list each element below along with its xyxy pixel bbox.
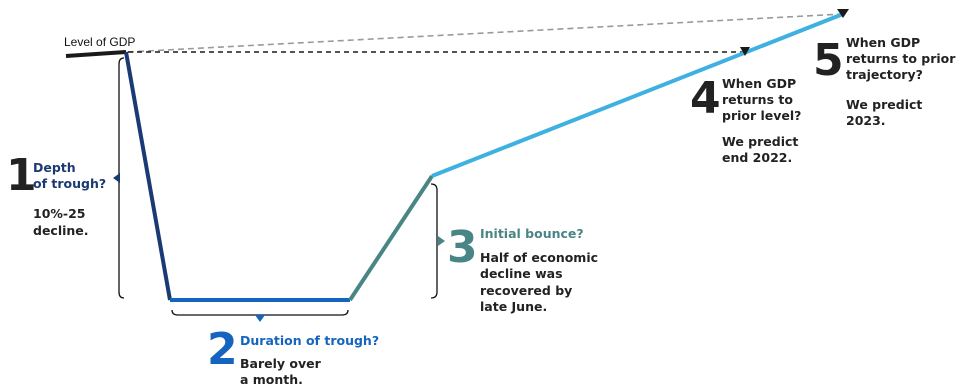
callout-bounce: 3 Initial bounce? Half of economic decli… — [447, 222, 598, 314]
callout-question-line: Initial bounce? — [480, 226, 584, 241]
callout-question-line: returns to prior — [846, 51, 956, 66]
recovery-segment — [431, 12, 844, 178]
callout-answer-line: We predict — [722, 134, 798, 149]
callout-answer-line: Half of economic — [480, 250, 598, 265]
trajectory-marker — [837, 9, 849, 18]
duration-bracket — [171, 309, 349, 316]
prior-level-segment — [65, 50, 127, 58]
callout-number: 1 — [6, 150, 37, 201]
callout-prior-level: 4 When GDP returns to prior level? We pr… — [690, 73, 801, 165]
callout-answer-line: recovered by — [480, 283, 572, 298]
callout-question-line: of trough? — [33, 176, 106, 191]
callout-question-line: prior level? — [722, 108, 801, 123]
callout-number: 2 — [207, 324, 238, 375]
callout-answer-line: Barely over — [240, 356, 322, 371]
callout-duration: 2 Duration of trough? Barely over a mont… — [207, 324, 379, 387]
callout-number: 5 — [813, 35, 844, 86]
callout-question-line: When GDP — [722, 76, 796, 91]
callout-question-line: returns to — [722, 92, 793, 107]
start-label: Level of GDP — [64, 35, 135, 49]
callout-prior-trajectory: 5 When GDP returns to prior trajectory? … — [813, 35, 956, 128]
callout-question-line: Depth — [33, 160, 76, 175]
callout-answer-line: 10%-25 — [33, 206, 86, 221]
callout-number: 4 — [690, 73, 721, 124]
callout-answer-line: a month. — [240, 372, 303, 387]
callout-answer-line: 2023. — [846, 113, 886, 128]
callout-question-line: trajectory? — [846, 67, 923, 82]
duration-bracket-pointer — [255, 315, 265, 322]
callout-depth: 1 Depth of trough? 10%-25 decline. — [6, 150, 106, 238]
prior-trajectory-line — [127, 13, 844, 53]
callout-number: 3 — [447, 222, 478, 273]
bounce-bracket — [430, 183, 438, 299]
callout-answer-line: end 2022. — [722, 150, 792, 165]
prior-level-marker — [740, 47, 750, 56]
drop-segment — [124, 51, 172, 301]
callout-question-line: Duration of trough? — [240, 333, 379, 348]
callout-answer-line: decline. — [33, 223, 89, 238]
callout-question-line: When GDP — [846, 35, 920, 50]
bounce-bracket-pointer — [438, 236, 445, 246]
callout-answer-line: late June. — [480, 299, 547, 314]
callout-answer-line: We predict — [846, 97, 922, 112]
bounce-segment — [348, 174, 434, 302]
callout-answer-line: decline was — [480, 266, 563, 281]
depth-bracket-pointer — [113, 173, 120, 183]
